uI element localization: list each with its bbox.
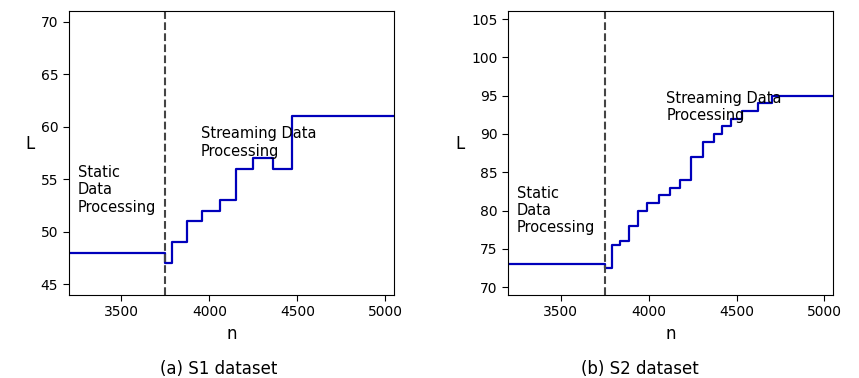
Text: Streaming Data
Processing: Streaming Data Processing — [201, 126, 316, 159]
Text: Static
Data
Processing: Static Data Processing — [77, 165, 155, 215]
Text: (b) S2 dataset: (b) S2 dataset — [581, 360, 699, 378]
X-axis label: n: n — [666, 325, 676, 343]
Y-axis label: L: L — [455, 135, 465, 153]
Text: Streaming Data
Processing: Streaming Data Processing — [667, 91, 782, 123]
Text: (a) S1 dataset: (a) S1 dataset — [161, 360, 277, 378]
Y-axis label: L: L — [25, 135, 34, 153]
X-axis label: n: n — [226, 325, 236, 343]
Text: Static
Data
Processing: Static Data Processing — [517, 186, 595, 235]
